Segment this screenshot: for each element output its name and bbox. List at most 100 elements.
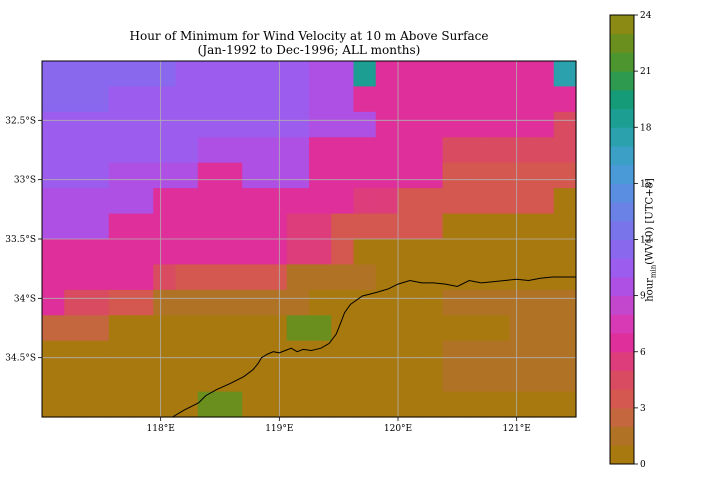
heatmap-cell <box>487 391 510 418</box>
colorbar-segment <box>610 220 634 240</box>
heatmap-cell <box>86 366 110 393</box>
colorbar-segment <box>610 183 634 203</box>
heatmap-cell <box>553 239 577 266</box>
heatmap-cell <box>286 213 310 240</box>
y-tick-label: 34°S <box>14 294 36 304</box>
heatmap-cell <box>309 315 332 342</box>
heatmap-cell <box>175 315 199 342</box>
heatmap-cell <box>531 315 555 342</box>
heatmap-cell <box>108 213 132 240</box>
heatmap-cell <box>175 264 199 291</box>
heatmap-cell <box>64 162 88 189</box>
heatmap-cell <box>220 213 243 240</box>
heatmap-cell <box>108 315 132 342</box>
heatmap-cell <box>131 366 154 393</box>
heatmap-cell <box>242 86 266 113</box>
heatmap-cell <box>131 137 154 164</box>
heatmap-cell <box>375 61 399 88</box>
heatmap-cell <box>398 188 421 215</box>
heatmap-cell <box>442 264 466 291</box>
heatmap-cell <box>108 391 132 418</box>
heatmap-cell <box>86 264 110 291</box>
heatmap-cell <box>464 162 488 189</box>
heatmap-cell <box>353 264 377 291</box>
heatmap-cell <box>420 391 444 418</box>
heatmap-cell <box>331 213 355 240</box>
heatmap-cell <box>553 61 577 88</box>
heatmap-cell <box>42 111 65 138</box>
heatmap-cell <box>175 86 199 113</box>
heatmap-cell <box>531 213 555 240</box>
heatmap-cell <box>131 315 154 342</box>
heatmap-cell <box>553 111 577 138</box>
heatmap-cell <box>375 188 399 215</box>
heatmap-cell <box>86 61 110 88</box>
heatmap-cell <box>131 188 154 215</box>
heatmap-cell <box>442 340 466 367</box>
heatmap-cell <box>286 239 310 266</box>
heatmap-cell <box>131 162 154 189</box>
heatmap-cell <box>242 315 266 342</box>
heatmap-cell <box>197 111 221 138</box>
heatmap-cell <box>86 213 110 240</box>
heatmap-cell <box>509 366 533 393</box>
heatmap-cell <box>86 188 110 215</box>
heatmap-cell <box>309 239 332 266</box>
heatmap-cell <box>220 239 243 266</box>
colorbar-tick-label: 0 <box>640 460 646 470</box>
heatmap-cell <box>420 289 444 316</box>
heatmap-cell <box>442 86 466 113</box>
heatmap-cell <box>242 289 266 316</box>
heatmap-cell <box>420 239 444 266</box>
heatmap-cell <box>531 162 555 189</box>
heatmap-cell <box>220 162 243 189</box>
heatmap-cell <box>286 289 310 316</box>
colorbar-label: hourmin(WV10) [UTC+8] <box>644 178 658 302</box>
heatmap-cell <box>220 289 243 316</box>
heatmap-cell <box>464 366 488 393</box>
heatmap-cell <box>264 340 288 367</box>
heatmap-cell <box>220 391 243 418</box>
heatmap-cell <box>531 340 555 367</box>
heatmap-cell <box>309 289 332 316</box>
heatmap-cell <box>531 137 555 164</box>
y-tick-label: 33.5°S <box>5 235 36 245</box>
heatmap-cell <box>220 315 243 342</box>
colorbar-segment <box>610 351 634 371</box>
heatmap-cell <box>331 188 355 215</box>
heatmap-cell <box>153 162 177 189</box>
heatmap-cell <box>353 213 377 240</box>
heatmap-cell <box>42 315 65 342</box>
colorbar-segment <box>610 15 634 35</box>
heatmap-cell <box>131 111 154 138</box>
heatmap-cell <box>531 264 555 291</box>
heatmap-cell <box>531 366 555 393</box>
heatmap-cell <box>108 366 132 393</box>
heatmap-cell <box>398 264 421 291</box>
heatmap-cell <box>531 86 555 113</box>
heatmap-cell <box>197 315 221 342</box>
colorbar-tick-label: 15 <box>640 179 652 189</box>
heatmap-cell <box>153 239 177 266</box>
heatmap-cell <box>175 137 199 164</box>
heatmap-cell <box>509 340 533 367</box>
heatmap-cell <box>153 391 177 418</box>
heatmap-cell <box>353 239 377 266</box>
heatmap-cell <box>464 188 488 215</box>
heatmap-cell <box>420 111 444 138</box>
heatmap-cell <box>398 162 421 189</box>
heatmap-cell <box>464 239 488 266</box>
heatmap-cell <box>86 111 110 138</box>
heatmap-cell <box>375 213 399 240</box>
x-tick-label: 118°E <box>147 424 175 434</box>
heatmap-cell <box>153 366 177 393</box>
heatmap-cell <box>331 366 355 393</box>
heatmap-cell <box>442 239 466 266</box>
heatmap-cell <box>64 213 88 240</box>
heatmap-cell <box>220 111 243 138</box>
heatmap-cell <box>197 239 221 266</box>
x-tick-label: 120°E <box>384 424 412 434</box>
colorbar-segment <box>610 239 634 259</box>
heatmap-cell <box>264 111 288 138</box>
heatmap-cell <box>331 61 355 88</box>
